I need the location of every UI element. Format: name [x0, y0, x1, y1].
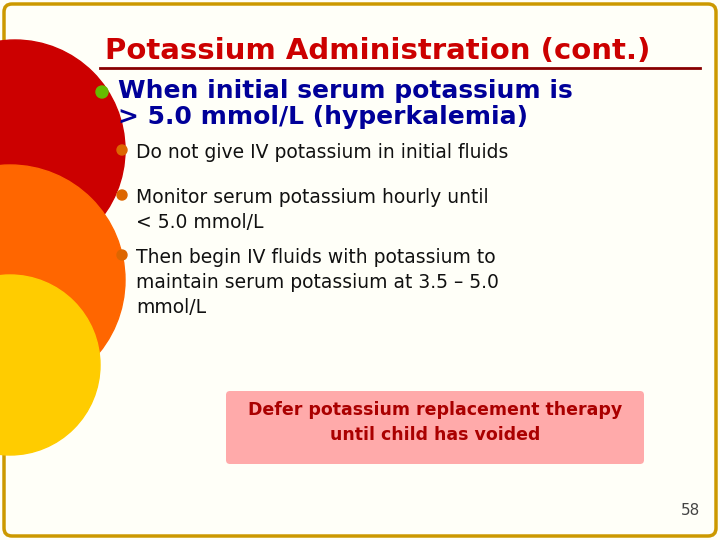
Text: > 5.0 mmol/L (hyperkalemia): > 5.0 mmol/L (hyperkalemia): [118, 105, 528, 129]
Text: Then begin IV fluids with potassium to
maintain serum potassium at 3.5 – 5.0
mmo: Then begin IV fluids with potassium to m…: [136, 248, 499, 317]
Circle shape: [0, 165, 125, 395]
Circle shape: [117, 145, 127, 155]
Circle shape: [96, 86, 108, 98]
Text: Monitor serum potassium hourly until
< 5.0 mmol/L: Monitor serum potassium hourly until < 5…: [136, 188, 489, 232]
Text: 58: 58: [680, 503, 700, 518]
Text: Do not give IV potassium in initial fluids: Do not give IV potassium in initial flui…: [136, 143, 508, 162]
Text: Potassium Administration (cont.): Potassium Administration (cont.): [105, 37, 650, 65]
Text: Defer potassium replacement therapy
until child has voided: Defer potassium replacement therapy unti…: [248, 401, 622, 444]
Circle shape: [117, 190, 127, 200]
FancyBboxPatch shape: [226, 391, 644, 464]
Circle shape: [0, 40, 125, 260]
Circle shape: [0, 275, 100, 455]
Circle shape: [117, 250, 127, 260]
FancyBboxPatch shape: [4, 4, 716, 536]
Text: When initial serum potassium is: When initial serum potassium is: [118, 79, 572, 103]
